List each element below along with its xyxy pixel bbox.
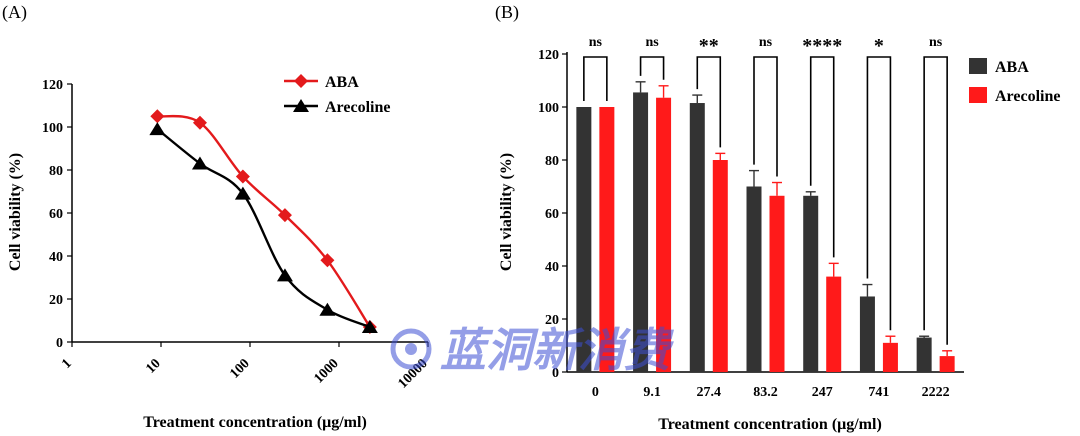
panel-a-point-aba <box>192 115 207 130</box>
panel-b-significance-bracket <box>639 56 665 80</box>
panel-a-y-tick-label: 20 <box>49 293 63 308</box>
panel-a-point-arecoline <box>191 156 208 170</box>
panel-b: (B) 0 20 40 60 80 100 120 0 9.1 27.4 83.2 247 741 22… <box>495 2 1060 433</box>
panel-a-legend: ABA Arecoline <box>284 74 390 116</box>
panel-b-significance-label: **** <box>802 35 842 57</box>
watermark-logo-icon <box>390 328 432 370</box>
panel-b-significance-label: ns <box>589 35 603 50</box>
panel-b-x-tick-label: 0 <box>592 385 599 400</box>
panel-b-x-tick-label: 9.1 <box>643 385 661 400</box>
panel-a-point-aba <box>320 253 335 268</box>
panel-a-legend-label-aba: ABA <box>325 74 359 91</box>
panel-b-x-tick-label: 2222 <box>922 385 950 400</box>
panel-b-label: (B) <box>495 2 519 23</box>
panel-b-x-tick-label: 741 <box>868 385 889 400</box>
panel-b-significance-bracket <box>809 56 835 258</box>
panel-a-line-aba <box>157 114 371 328</box>
panel-b-bar-arecoline <box>939 356 955 372</box>
panel-b-legend-swatch-aba <box>969 58 987 74</box>
panel-a-point-aba <box>235 169 250 184</box>
panel-b-bar-arecoline <box>769 195 785 372</box>
panel-b-x-axis-title: Treatment concentration (μg/ml) <box>658 416 882 433</box>
panel-b-legend: ABA Arecoline <box>969 58 1060 105</box>
panel-b-legend-label-arecoline: Arecoline <box>995 88 1060 105</box>
panel-b-significance-bracket <box>753 56 778 177</box>
panel-b-y-tick-label: 100 <box>538 101 559 116</box>
panel-b-significance: ns ns ** ns **** * ns <box>583 35 948 345</box>
panel-b-legend-swatch-arecoline <box>969 87 987 103</box>
panel-a-point-aba <box>277 208 292 223</box>
panel-b-significance-bracket <box>696 56 722 148</box>
panel-b-y-tick-label: 80 <box>545 154 559 169</box>
panel-b-bar-aba <box>859 296 875 372</box>
panel-a-point-arecoline <box>319 302 336 316</box>
panel-b-axes <box>566 52 964 373</box>
panel-a-point-aba <box>150 109 165 124</box>
panel-a-x-tick-label: 10 <box>143 356 164 377</box>
panel-a-x-axis-title: Treatment concentration (μg/ml) <box>143 414 367 431</box>
panel-b-y-tick-label: 40 <box>545 260 559 275</box>
panel-a-y-ticks: 0 20 40 60 80 100 120 <box>42 78 72 351</box>
panel-b-bar-aba <box>803 195 819 372</box>
panel-b-y-tick-label: 60 <box>545 207 559 222</box>
panel-a-y-axis-title: Cell viability (%) <box>7 153 24 271</box>
panel-b-bar-aba <box>689 103 705 373</box>
panel-b-bar-arecoline <box>712 160 728 372</box>
panel-a-x-tick-label: 1 <box>59 356 75 372</box>
panel-a-y-tick-label: 60 <box>49 207 63 222</box>
panel-b-significance-bracket <box>866 56 892 331</box>
panel-a-legend-label-arecoline: Arecoline <box>325 99 390 116</box>
panel-a-point-arecoline <box>234 186 251 200</box>
panel-b-y-axis-title: Cell viability (%) <box>498 153 515 271</box>
panel-a-point-arecoline <box>149 122 166 136</box>
panel-b-y-tick-label: 120 <box>538 48 559 63</box>
panel-a-x-tick-label: 100 <box>227 356 252 381</box>
panel-a-y-tick-label: 120 <box>42 78 63 93</box>
panel-b-legend-label-aba: ABA <box>995 59 1029 76</box>
panel-b-bar-arecoline <box>599 107 615 372</box>
panel-a-y-tick-label: 100 <box>42 121 63 136</box>
panel-b-significance-label: ns <box>759 35 773 50</box>
panel-b-bar-arecoline <box>826 276 842 372</box>
panel-a-line-arecoline <box>156 128 371 329</box>
watermark-text: 蓝洞新消费 <box>440 325 675 376</box>
panel-b-x-ticks: 0 9.1 27.4 83.2 247 741 2222 <box>592 385 950 400</box>
panel-b-significance-bracket <box>923 56 948 345</box>
panel-b-significance-label: ns <box>929 35 943 50</box>
panel-b-significance-label: ** <box>699 35 719 57</box>
panel-b-y-ticks: 0 20 40 60 80 100 120 <box>538 48 567 381</box>
panel-a-y-tick-label: 40 <box>49 250 63 265</box>
panel-b-x-tick-label: 83.2 <box>753 385 778 400</box>
panel-b-y-tick-label: 0 <box>552 366 559 381</box>
panel-a-x-ticks: 1 10 100 1000 10000 <box>59 342 431 392</box>
panel-a-y-tick-label: 80 <box>49 164 63 179</box>
panel-a-series <box>149 109 378 334</box>
panel-b-x-tick-label: 27.4 <box>697 385 722 400</box>
panel-a-legend-marker-arecoline <box>293 99 309 112</box>
panel-a-axes <box>71 84 428 343</box>
panel-a-point-arecoline <box>361 319 378 333</box>
panel-b-y-tick-label: 20 <box>545 313 559 328</box>
panel-b-bar-arecoline <box>656 97 672 372</box>
panel-a-label: (A) <box>2 2 27 23</box>
panel-b-bar-aba <box>746 186 762 372</box>
panel-b-bar-arecoline <box>882 342 898 372</box>
watermark-logo-dot <box>405 343 417 355</box>
panel-a-point-arecoline <box>276 268 293 282</box>
panel-b-bar-aba <box>916 337 932 372</box>
panel-b-significance-label: * <box>874 35 884 57</box>
watermark: 蓝洞新消费 <box>390 325 675 376</box>
panel-a-legend-marker-aba <box>294 74 308 88</box>
panel-b-significance-bracket <box>583 56 608 101</box>
panel-b-bars <box>576 81 955 373</box>
panel-b-bar-aba <box>633 92 649 373</box>
panel-b-significance-label: ns <box>645 35 659 50</box>
panel-a-x-tick-label: 1000 <box>311 356 341 386</box>
panel-b-x-tick-label: 247 <box>812 385 833 400</box>
panel-a-y-tick-label: 0 <box>56 336 63 351</box>
panel-b-bar-aba <box>576 107 592 372</box>
